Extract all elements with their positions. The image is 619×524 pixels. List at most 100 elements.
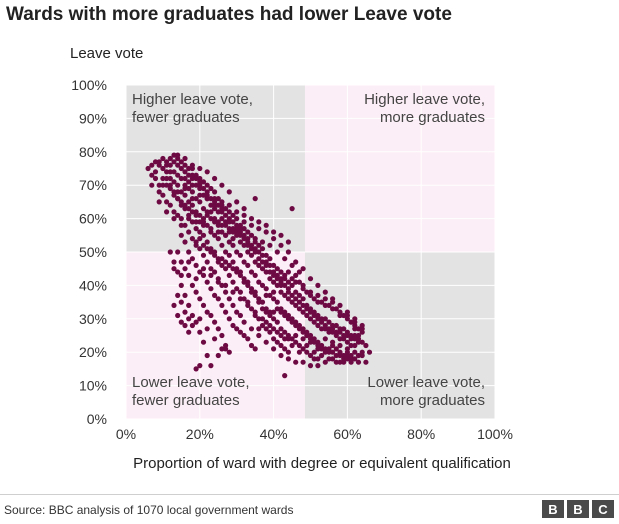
data-point bbox=[296, 342, 302, 349]
data-point bbox=[278, 309, 284, 315]
data-point bbox=[344, 332, 350, 339]
data-point bbox=[219, 242, 225, 248]
data-point bbox=[274, 329, 280, 335]
data-point bbox=[278, 232, 284, 238]
data-point bbox=[259, 306, 266, 312]
data-point bbox=[175, 162, 181, 168]
data-point bbox=[245, 242, 251, 248]
data-point bbox=[256, 332, 262, 339]
data-point bbox=[182, 185, 188, 192]
data-point bbox=[200, 179, 207, 185]
data-point bbox=[293, 339, 299, 345]
data-point bbox=[186, 206, 192, 212]
data-point bbox=[363, 359, 369, 365]
data-point bbox=[152, 169, 159, 175]
data-point bbox=[189, 282, 195, 288]
data-point bbox=[348, 319, 354, 325]
data-point bbox=[341, 352, 347, 359]
data-point bbox=[344, 339, 350, 345]
data-point bbox=[300, 336, 306, 342]
data-point bbox=[223, 232, 229, 238]
data-point bbox=[271, 296, 277, 302]
data-point bbox=[300, 296, 306, 302]
data-point bbox=[311, 296, 317, 302]
data-point bbox=[333, 346, 339, 352]
data-point bbox=[167, 155, 173, 162]
source-note: Source: BBC analysis of 1070 local gover… bbox=[4, 503, 294, 517]
data-point bbox=[326, 319, 332, 325]
data-point bbox=[204, 222, 210, 228]
data-point bbox=[341, 359, 347, 365]
data-point bbox=[189, 202, 195, 208]
data-point bbox=[223, 289, 229, 295]
data-point bbox=[278, 269, 284, 275]
data-point bbox=[178, 159, 184, 165]
data-point bbox=[215, 196, 221, 202]
data-point bbox=[293, 296, 299, 302]
data-point bbox=[311, 356, 317, 362]
data-point bbox=[248, 222, 255, 228]
data-point bbox=[337, 329, 343, 335]
data-point bbox=[307, 289, 314, 295]
data-point bbox=[226, 296, 232, 302]
data-point bbox=[278, 326, 284, 332]
data-point bbox=[326, 326, 332, 332]
data-point bbox=[267, 329, 273, 335]
data-point bbox=[285, 269, 291, 275]
data-point bbox=[175, 172, 181, 178]
data-point bbox=[164, 169, 170, 175]
data-point bbox=[352, 336, 358, 342]
data-point bbox=[189, 172, 195, 178]
data-point bbox=[223, 266, 229, 272]
data-point bbox=[271, 262, 277, 268]
data-point bbox=[186, 185, 192, 192]
data-point bbox=[248, 306, 255, 312]
data-point bbox=[178, 272, 184, 278]
data-point bbox=[355, 352, 362, 359]
data-point bbox=[237, 329, 243, 335]
data-point bbox=[289, 276, 295, 282]
bbc-logo-block: C bbox=[592, 500, 614, 518]
data-point bbox=[341, 326, 347, 332]
data-point bbox=[226, 349, 232, 355]
data-point bbox=[230, 266, 236, 272]
data-point bbox=[300, 346, 306, 352]
data-point bbox=[234, 286, 240, 292]
data-point bbox=[289, 262, 295, 268]
data-point bbox=[189, 182, 195, 188]
data-point bbox=[197, 179, 203, 185]
data-point bbox=[311, 349, 317, 355]
data-point bbox=[300, 309, 306, 315]
data-point bbox=[230, 279, 236, 285]
quadrant-label-top-left: Higher leave vote, bbox=[132, 91, 253, 108]
data-point bbox=[285, 279, 291, 285]
data-point bbox=[274, 339, 280, 345]
data-point bbox=[197, 165, 203, 172]
data-point bbox=[178, 319, 184, 325]
data-point bbox=[252, 272, 258, 278]
data-point bbox=[182, 309, 188, 315]
y-tick-label: 20% bbox=[79, 344, 107, 360]
data-point bbox=[319, 346, 325, 352]
data-point bbox=[212, 199, 218, 205]
data-point bbox=[237, 229, 243, 235]
data-point bbox=[167, 175, 173, 182]
data-point bbox=[307, 336, 314, 342]
y-tick-label: 70% bbox=[79, 177, 107, 193]
data-point bbox=[182, 222, 188, 228]
data-point bbox=[167, 182, 173, 188]
data-point bbox=[293, 359, 299, 365]
y-tick-label: 80% bbox=[79, 144, 107, 160]
data-point bbox=[322, 359, 328, 365]
data-point bbox=[234, 269, 240, 275]
data-point bbox=[215, 229, 221, 235]
data-point bbox=[234, 216, 240, 222]
data-point bbox=[167, 169, 173, 175]
data-point bbox=[271, 229, 277, 235]
data-point bbox=[330, 299, 336, 305]
data-point bbox=[182, 162, 188, 168]
x-tick-label: 20% bbox=[186, 426, 214, 442]
data-point bbox=[175, 189, 181, 195]
data-point bbox=[359, 349, 365, 355]
data-point bbox=[256, 262, 262, 268]
